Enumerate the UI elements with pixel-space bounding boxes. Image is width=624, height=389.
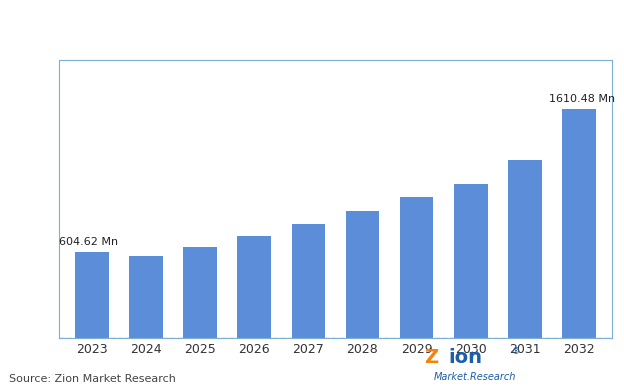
Text: ®: ®	[512, 347, 520, 357]
Bar	[508, 160, 542, 338]
Text: Z: Z	[424, 349, 439, 367]
Bar	[75, 252, 109, 338]
Text: Market.Research: Market.Research	[434, 372, 516, 382]
Text: 1610.48 Mn: 1610.48 Mn	[548, 94, 615, 104]
Text: 604.62 Mn: 604.62 Mn	[59, 237, 119, 247]
Bar	[562, 109, 596, 338]
Bar	[400, 197, 434, 338]
Bar	[346, 211, 379, 338]
Text: Global Stem Cell Manufacturing Market,: Global Stem Cell Manufacturing Market,	[11, 17, 386, 35]
Text: Source: Zion Market Research: Source: Zion Market Research	[9, 374, 176, 384]
Bar	[291, 224, 325, 338]
Bar	[129, 256, 163, 338]
Bar	[183, 247, 217, 338]
Text: 2024-2032 (USD Million): 2024-2032 (USD Million)	[389, 17, 598, 35]
Text: CAGR : 11.50%: CAGR : 11.50%	[119, 67, 243, 81]
Bar	[454, 184, 487, 338]
Bar	[237, 236, 271, 338]
Text: ion: ion	[449, 349, 482, 367]
